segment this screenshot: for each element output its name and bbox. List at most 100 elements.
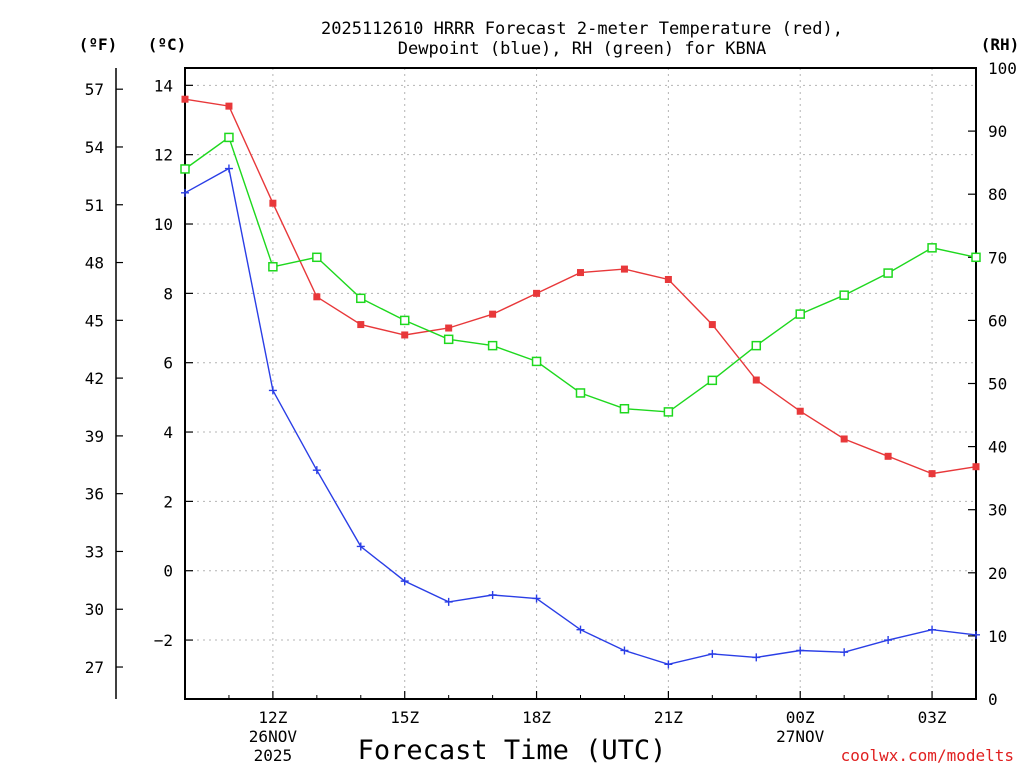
time-tick-year: 2025 [254, 746, 293, 765]
dewpoint-point [576, 625, 585, 634]
time-tick-label: 03Z [918, 708, 947, 727]
temperature-point [884, 452, 892, 460]
dewpoint-point [972, 630, 980, 639]
rh-tick-label: 30 [988, 501, 1007, 520]
temperature-point [269, 199, 277, 207]
rh-tick-label: 10 [988, 627, 1007, 646]
rh-point [707, 375, 718, 386]
temperature-point [401, 331, 409, 339]
rh-series [180, 132, 981, 417]
temperature-point [796, 407, 804, 415]
rh-point [180, 164, 190, 174]
rh-tick-label: 20 [988, 564, 1007, 583]
celsius-axis: −2 0 2 4 6 8 10 12 14 [154, 76, 193, 650]
dewpoint-point [620, 646, 629, 655]
temperature-point [664, 275, 672, 283]
temperature-point [620, 265, 628, 273]
temperature-point [840, 435, 848, 443]
dewpoint-line [184, 167, 977, 666]
fahrenheit-unit-label: (ºF) [79, 35, 118, 54]
temperature-point [489, 310, 497, 318]
rh-point [619, 403, 630, 414]
fahrenheit-tick-label: 27 [85, 658, 104, 677]
temperature-point [972, 463, 980, 471]
fahrenheit-tick-label: 48 [85, 254, 104, 273]
rh-tick-label: 50 [988, 375, 1007, 394]
temperature-point [357, 321, 365, 329]
temperature-point [181, 95, 189, 103]
temperature-point [708, 321, 716, 329]
rh-point [751, 340, 762, 351]
celsius-tick-label: 4 [163, 423, 173, 442]
rh-point [399, 315, 410, 326]
rh-point [883, 268, 893, 278]
rh-tick-label: 90 [988, 122, 1007, 141]
rh-tick-label: 0 [988, 690, 998, 709]
fahrenheit-tick-label: 57 [85, 80, 104, 99]
fahrenheit-tick-label: 42 [85, 369, 104, 388]
series-layer [180, 95, 981, 669]
temperature-point [445, 324, 453, 332]
dewpoint-point [884, 636, 893, 645]
celsius-tick-label: 10 [154, 215, 173, 234]
rh-tick-label: 70 [988, 248, 1007, 267]
time-tick-label: 18Z [522, 708, 551, 727]
dewpoint-point [312, 466, 321, 475]
dewpoint-point [444, 597, 453, 606]
rh-point [839, 290, 849, 300]
dewpoint-point [181, 188, 189, 197]
dewpoint-point [708, 649, 717, 658]
fahrenheit-tick-label: 36 [85, 485, 104, 504]
celsius-tick-label: 2 [163, 492, 173, 511]
plot-frame [184, 67, 977, 700]
source-credit: coolwx.com/modelts [841, 746, 1014, 765]
time-tick-label: 12Z [258, 708, 287, 727]
dewpoint-point [268, 386, 277, 395]
dewpoint-series [181, 164, 980, 669]
dewpoint-point [488, 590, 497, 599]
temperature-point [752, 376, 760, 384]
rh-point [663, 407, 674, 417]
fahrenheit-tick-label: 33 [85, 542, 104, 561]
temperature-point [313, 293, 321, 301]
celsius-tick-label: 8 [163, 284, 173, 303]
celsius-tick-label: 14 [154, 76, 173, 95]
time-tick-label: 15Z [390, 708, 419, 727]
chart-title-line-1: 2025112610 HRRR Forecast 2-meter Tempera… [321, 19, 843, 39]
time-tick-label: 21Z [654, 708, 683, 727]
temperature-point [225, 102, 233, 110]
x-axis-title: Forecast Time (UTC) [358, 735, 667, 766]
dewpoint-point [796, 646, 805, 655]
fahrenheit-tick-label: 39 [85, 427, 104, 446]
dewpoint-point [356, 542, 365, 551]
rh-point [927, 243, 937, 253]
temperature-point [577, 269, 584, 277]
temperature-line [184, 98, 977, 475]
fahrenheit-tick-label: 54 [85, 138, 104, 157]
dewpoint-point [400, 577, 409, 586]
dewpoint-point [664, 660, 673, 669]
fahrenheit-tick-label: 45 [85, 311, 104, 330]
grid-lines [185, 68, 976, 699]
rh-point [268, 262, 278, 272]
rh-point [443, 334, 454, 345]
rh-point [312, 252, 322, 263]
dewpoint-point [532, 594, 541, 603]
time-tick-date: 26NOV [249, 727, 298, 746]
rh-point [224, 132, 234, 143]
rh-tick-label: 80 [988, 185, 1007, 204]
celsius-tick-label: 12 [154, 146, 173, 165]
rh-unit-label: (RH) [981, 35, 1020, 54]
celsius-unit-label: (ºC) [148, 35, 187, 54]
rh-point [795, 309, 805, 319]
rh-point [487, 340, 498, 351]
rh-point [575, 388, 586, 398]
fahrenheit-tick-label: 30 [85, 600, 104, 619]
dewpoint-point [840, 648, 849, 657]
temperature-point [928, 470, 936, 478]
time-tick-label: 00Z [786, 708, 815, 727]
celsius-tick-label: 6 [163, 354, 173, 373]
rh-point [531, 356, 542, 367]
